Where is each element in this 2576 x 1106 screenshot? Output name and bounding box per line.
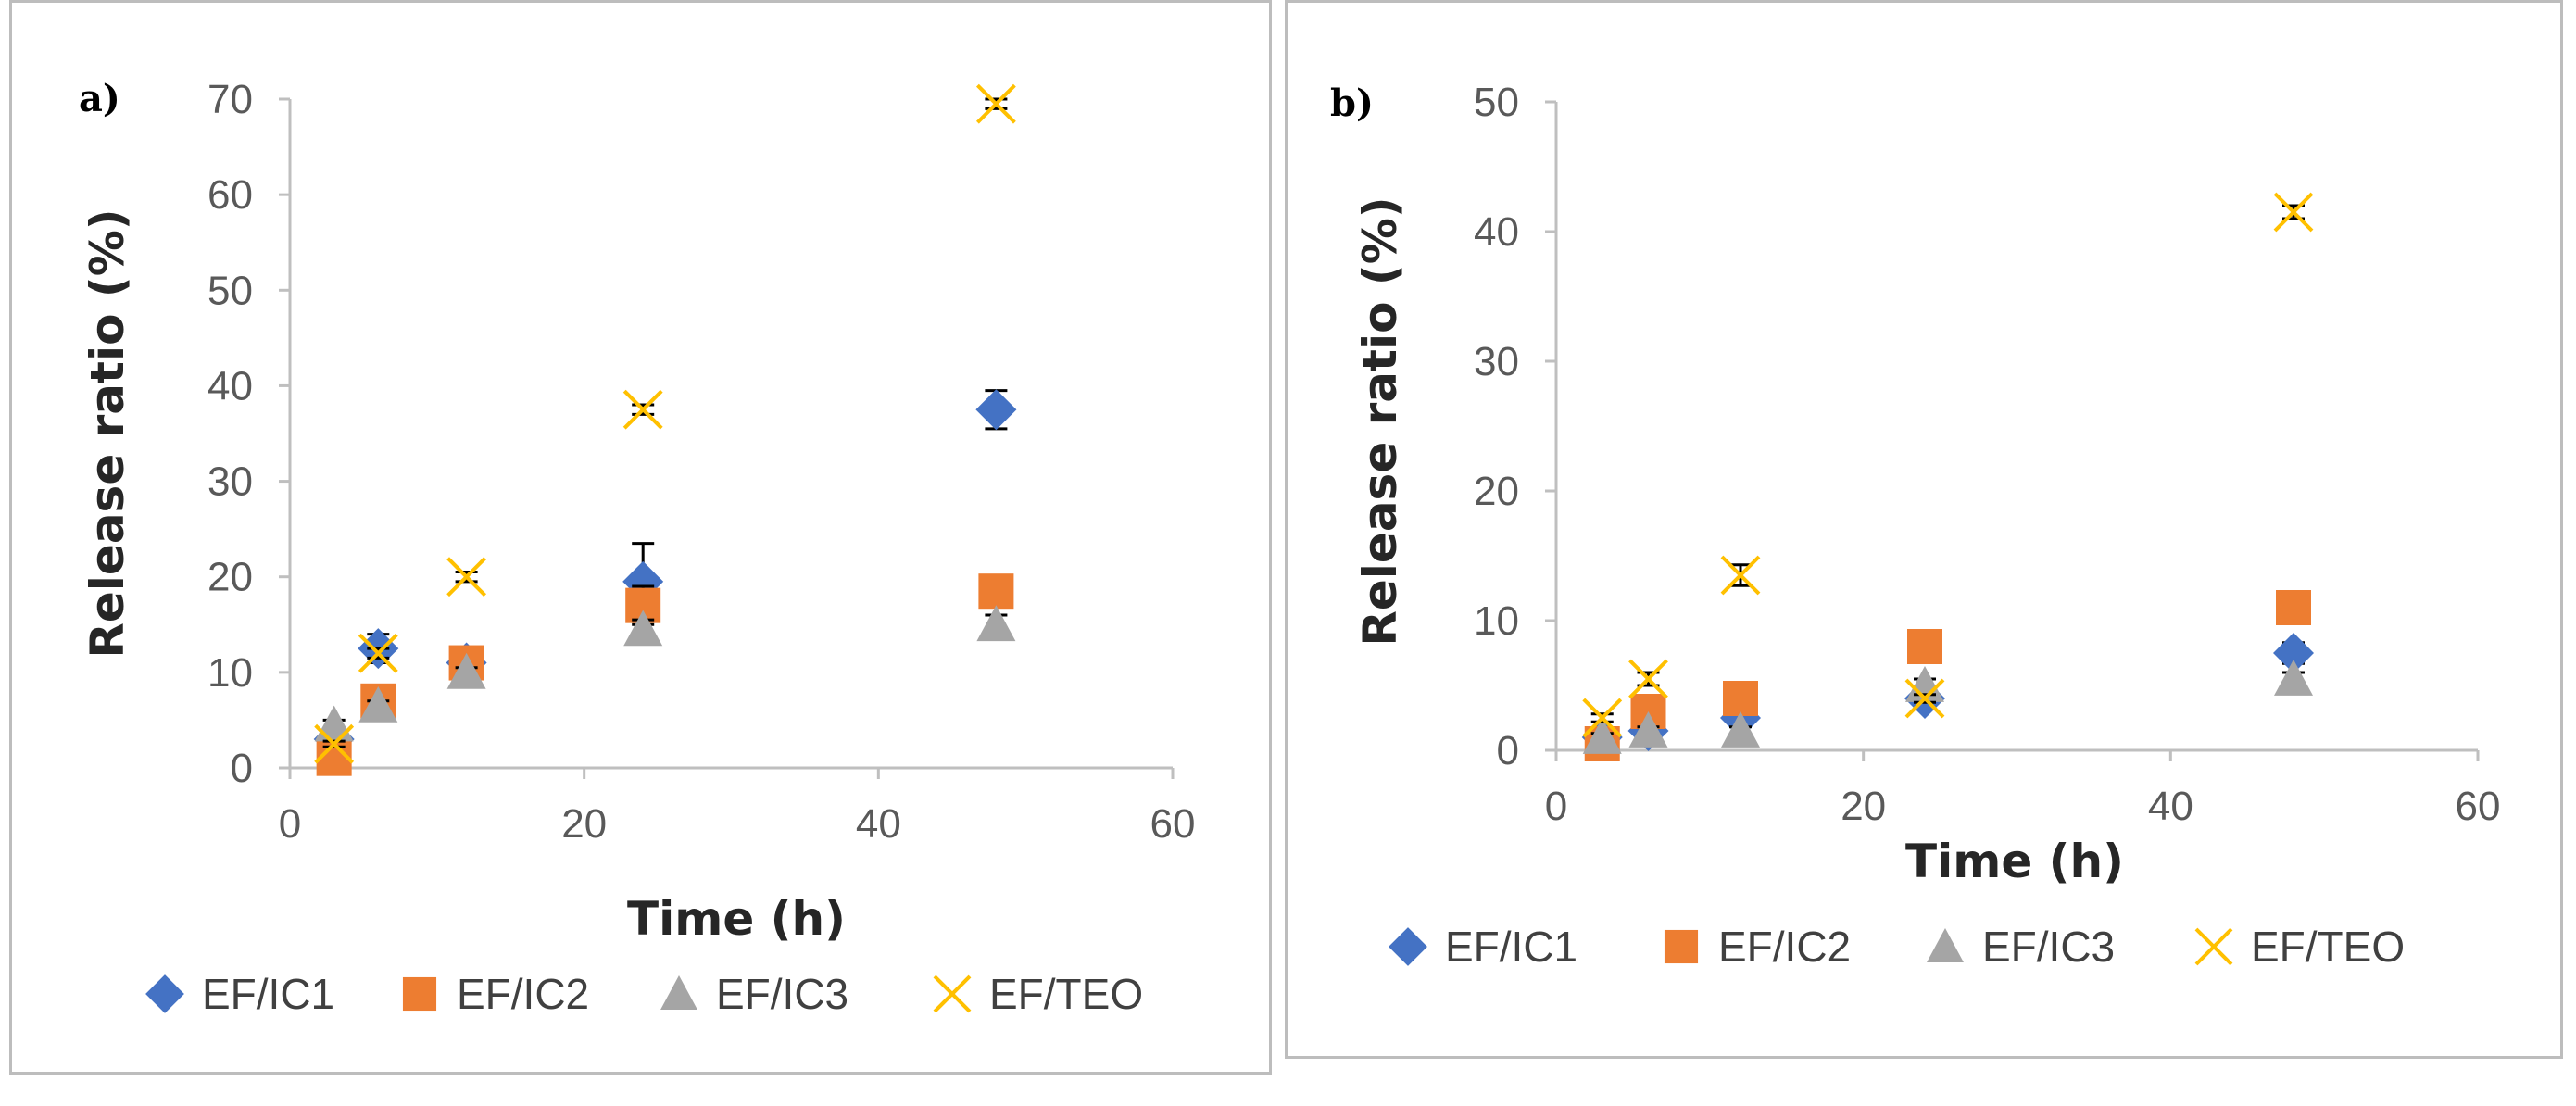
chart-a-y-tick-label: 60	[207, 172, 253, 218]
chart-b-ef-ic3-point	[1721, 711, 1760, 748]
chart-b-legend-ef-ic1-label: EF/IC1	[1445, 923, 1577, 971]
chart-b-svg: 0 10 20 30 40 50 0 20 40 60 b) Release ratio (%) Tim…	[1330, 80, 2501, 971]
chart-a-legend-ef-ic2-marker	[402, 976, 437, 1012]
chart-a-ef-teo-point-stroke-2	[975, 83, 1016, 124]
chart-a-y-tick-label: 50	[207, 268, 253, 313]
chart-b-y-tick-label: 50	[1474, 80, 1519, 125]
chart-a-ef-ic3-point	[314, 705, 354, 742]
chart-a-x-tick-label: 40	[856, 801, 901, 847]
chart-b-ef-teo-point-stroke-2	[1720, 555, 1761, 596]
chart-a-legend-ef-ic3-marker	[660, 975, 697, 1010]
chart-a-y-tick-label: 70	[207, 77, 253, 122]
chart-a-x-tick-label: 0	[279, 801, 301, 847]
chart-a-ef-ic3-point	[358, 685, 398, 723]
chart-b-y-tick-label: 40	[1474, 209, 1519, 255]
chart-b-ef-ic1-point	[2273, 633, 2314, 673]
chart-a-y-tick-label: 10	[207, 650, 253, 696]
chart-a-x-tick-label: 20	[561, 801, 607, 847]
chart-a-legend-ef-ic3-label: EF/IC3	[716, 970, 848, 1018]
chart-b-legend-ef-ic3-marker	[1927, 928, 1964, 962]
chart-b-ef-teo-point	[1904, 678, 1945, 719]
chart-a-panel-label: a)	[79, 77, 120, 120]
chart-a-ef-teo-point	[446, 557, 487, 597]
chart-b-ef-ic3-point	[1628, 711, 1668, 748]
chart-a-ef-teo-point-stroke-2	[446, 557, 487, 597]
chart-b-ef-teo-point	[1582, 698, 1623, 738]
chart-a-x-tick-label: 60	[1150, 801, 1196, 847]
chart-b-legend-ef-teo-marker-stroke-2	[2194, 927, 2233, 966]
chart-b-ef-ic2-point	[1907, 629, 1942, 664]
chart-b-legend-ef-teo-label: EF/TEO	[2251, 923, 2405, 971]
chart-a-legend-ef-ic1-marker	[145, 974, 184, 1013]
chart-a-ef-teo-point	[314, 723, 355, 764]
chart-a-ef-teo-point-stroke-2	[314, 723, 355, 764]
chart-b-legend-ef-teo-marker	[2194, 927, 2233, 966]
chart-b-ef-ic2-point	[2276, 590, 2311, 625]
chart-b-ef-ic2-point	[1723, 681, 1758, 716]
chart-a-ef-ic2-point	[978, 573, 1014, 610]
chart-a-ef-teo-point	[975, 83, 1016, 124]
chart-a-ef-teo-point	[622, 389, 663, 430]
chart-a-y-tick-label: 0	[231, 746, 253, 791]
chart-panel-b: 0 10 20 30 40 50 0 20 40 60 b) Release ratio (%) Tim…	[1285, 0, 2563, 1059]
chart-b-ef-teo-point	[1720, 555, 1761, 596]
chart-a-legend-ef-ic1-label: EF/IC1	[202, 970, 334, 1018]
chart-b-x-tick-label: 0	[1545, 784, 1567, 829]
chart-a-y-axis-title: Release ratio (%)	[81, 208, 134, 658]
chart-b-ef-teo-point	[2273, 192, 2314, 233]
chart-a-ef-teo-point-stroke-2	[622, 389, 663, 430]
chart-b-ef-teo-point-stroke-2	[1904, 678, 1945, 719]
chart-b-x-tick-label: 60	[2456, 784, 2501, 829]
chart-a-y-tick-label: 20	[207, 555, 253, 600]
chart-b-y-tick-label: 0	[1497, 728, 1519, 773]
chart-b-ef-ic3-point	[1905, 666, 1944, 702]
chart-a-legend-ef-ic2-label: EF/IC2	[457, 970, 589, 1018]
chart-a-ef-ic3-point	[446, 652, 486, 689]
chart-b-ef-teo-point-stroke-2	[1582, 698, 1623, 738]
chart-a-legend-ef-teo-marker-stroke-2	[933, 974, 972, 1013]
chart-a-legend-ef-teo-label: EF/TEO	[989, 970, 1143, 1018]
chart-b-ef-ic3-point	[2274, 660, 2313, 696]
chart-b-ef-ic3-point	[1582, 718, 1622, 754]
chart-a-ef-ic3-point	[623, 610, 663, 647]
chart-b-legend-ef-ic2-label: EF/IC2	[1718, 923, 1851, 971]
chart-b-panel-label: b)	[1330, 82, 1374, 125]
chart-b-legend-ef-ic3-label: EF/IC3	[1982, 923, 2115, 971]
chart-b-legend-ef-ic2-marker	[1664, 929, 1699, 964]
chart-a-svg: 0 10 20 30 40 50 60 70 0 20 40 60 a) Release ratio (%…	[79, 77, 1196, 1018]
chart-b-y-axis-title: Release ratio (%)	[1353, 196, 1407, 646]
chart-panel-a: 0 10 20 30 40 50 60 70 0 20 40 60 a) Release ratio (%…	[9, 0, 1272, 1075]
chart-a-legend-ef-teo-marker	[933, 974, 972, 1013]
chart-b-ef-teo-point	[1628, 659, 1668, 699]
chart-b-y-tick-label: 30	[1474, 339, 1519, 384]
chart-b-y-tick-label: 20	[1474, 469, 1519, 514]
chart-b-x-axis-title: Time (h)	[1905, 835, 2124, 888]
chart-b-x-tick-label: 40	[2148, 784, 2193, 829]
chart-a-y-tick-label: 40	[207, 363, 253, 408]
chart-b-ef-teo-point-stroke-2	[1628, 659, 1668, 699]
chart-a-y-tick-label: 30	[207, 459, 253, 505]
chart-a-x-axis-title: Time (h)	[627, 892, 846, 946]
chart-b-ef-teo-point-stroke-2	[2273, 192, 2314, 233]
chart-b-legend-ef-ic1-marker	[1389, 927, 1427, 966]
chart-a-ef-teo-point	[358, 633, 398, 673]
chart-a-ef-ic1-point	[975, 389, 1017, 431]
chart-b-y-tick-label: 10	[1474, 598, 1519, 644]
chart-a-ef-ic3-point	[976, 605, 1016, 642]
chart-b-x-tick-label: 20	[1841, 784, 1886, 829]
chart-a-ef-teo-point-stroke-2	[358, 633, 398, 673]
